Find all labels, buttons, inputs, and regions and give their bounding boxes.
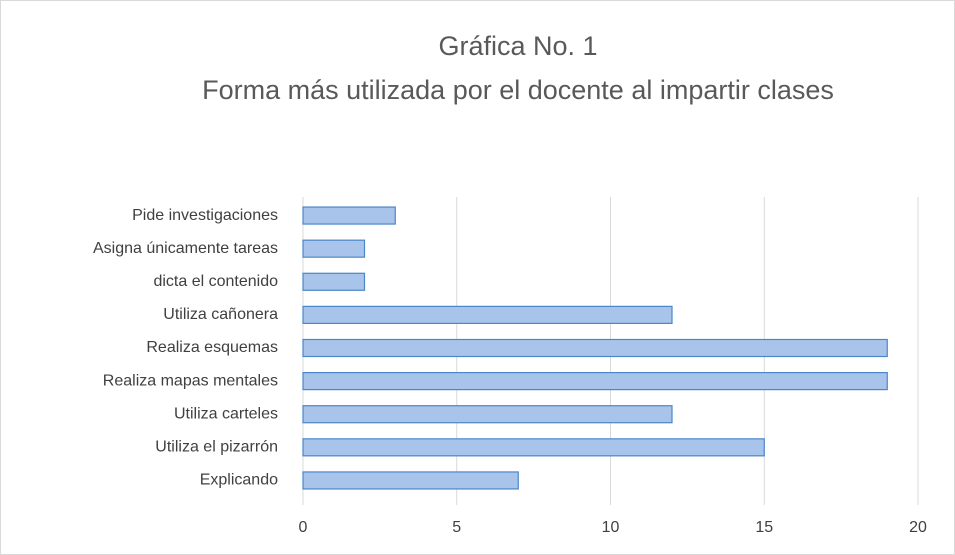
- bar: [302, 239, 366, 258]
- bar: [302, 438, 765, 457]
- bar: [302, 471, 519, 490]
- x-tick-label: 5: [452, 519, 461, 536]
- y-tick-label: Explicando: [200, 472, 278, 489]
- y-tick-label: Utiliza carteles: [174, 405, 278, 422]
- y-tick-label: Asigna únicamente tareas: [93, 240, 278, 257]
- bar: [302, 372, 888, 391]
- x-tick-label: 0: [299, 519, 308, 536]
- chart-subtitle: Forma más utilizada por el docente al im…: [202, 75, 834, 105]
- x-tick-label: 20: [909, 519, 927, 536]
- bar: [302, 206, 396, 225]
- y-tick-label: Realiza esquemas: [146, 339, 278, 356]
- y-tick-label: dicta el contenido: [153, 273, 278, 290]
- bar: [302, 405, 673, 424]
- x-tick-label: 15: [755, 519, 773, 536]
- y-tick-label: Utiliza el pizarrón: [155, 439, 278, 456]
- bar: [302, 272, 366, 291]
- y-tick-label: Utiliza cañonera: [163, 306, 278, 323]
- titles: Gráfica No. 1 Forma más utilizada por el…: [118, 24, 918, 112]
- chart-title: Gráfica No. 1: [438, 31, 598, 61]
- y-tick-label: Pide investigaciones: [132, 207, 278, 224]
- bar: [302, 338, 888, 358]
- bar: [302, 305, 673, 324]
- y-tick-label: Realiza mapas mentales: [103, 372, 278, 389]
- x-tick-label: 10: [602, 519, 620, 536]
